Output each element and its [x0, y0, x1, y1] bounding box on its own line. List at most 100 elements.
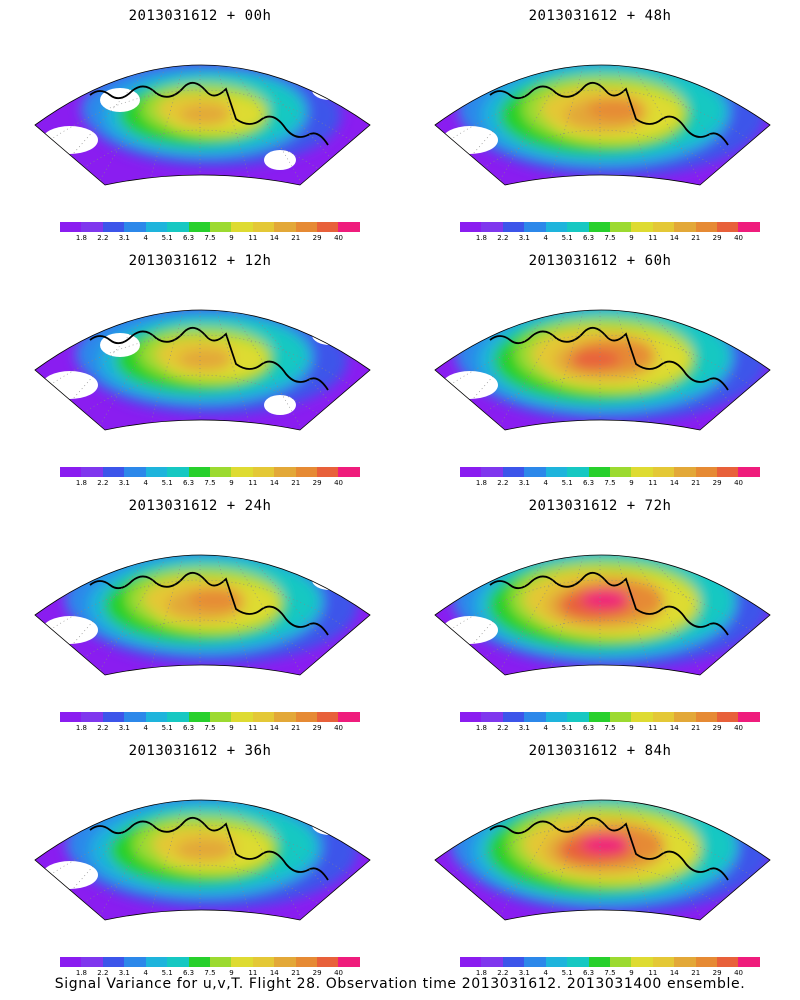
colorbar-tick-label: 1.8 — [75, 969, 87, 977]
colorbar-swatch — [252, 467, 275, 477]
colorbar-tick-label: 29 — [712, 969, 722, 977]
variance-contour-band — [179, 104, 231, 126]
colorbar-tick-label: 40 — [334, 234, 344, 242]
colorbar-swatch — [502, 712, 525, 722]
colorbar-tick-label: 5.1 — [161, 234, 173, 242]
variance-contour-band — [587, 97, 643, 121]
colorbar — [60, 467, 360, 477]
colorbar-swatch — [481, 222, 503, 232]
colorbar-swatch — [695, 467, 718, 477]
map-panel: 2013031612 + 60h 1.8 2.2 3.1 4 5.1 6.3 7.5 9 11 14… — [400, 245, 800, 490]
no-data-patch — [42, 861, 98, 889]
map-panel: 2013031612 + 24h 1.8 2.2 3.1 4 5.1 6.3 7.5 9 11 14… — [0, 490, 400, 735]
colorbar-tick-label: 5.1 — [161, 479, 173, 487]
colorbar-tick-label: 2.2 — [497, 724, 509, 732]
graticule — [449, 65, 751, 181]
colorbar-tick-label: 11 — [248, 724, 258, 732]
colorbar-tick-label: 14 — [269, 724, 279, 732]
colorbar-tick-label: 6.3 — [582, 724, 595, 732]
colorbar-tick-label: 29 — [312, 724, 322, 732]
colorbar-tick-label: 14 — [669, 724, 679, 732]
arctic-islands-coastline — [619, 800, 691, 805]
map-projection-outline — [34, 309, 371, 431]
colorbar-tick-label: 21 — [691, 479, 701, 487]
arctic-islands-coastline — [619, 65, 691, 70]
colorbar-tick-label: 2.2 — [97, 234, 109, 242]
colorbar-tick-label: 6.3 — [182, 234, 195, 242]
colorbar-tick-label: 7.5 — [604, 969, 616, 977]
coastline — [89, 326, 329, 391]
colorbar-swatch — [652, 467, 675, 477]
colorbar-swatch — [60, 957, 82, 967]
colorbar-swatch — [524, 222, 546, 232]
no-data-patch — [264, 150, 296, 170]
colorbar-swatch — [609, 222, 632, 232]
map-projection-outline — [434, 799, 771, 921]
graticule — [49, 310, 351, 426]
panel-title: 2013031612 + 00h — [128, 8, 272, 24]
colorbar — [60, 712, 360, 722]
colorbar-swatch — [252, 712, 275, 722]
map-projection-outline — [434, 309, 771, 431]
colorbar-swatch — [588, 712, 610, 722]
colorbar-swatch — [81, 222, 103, 232]
colorbar-tick-label: 1.8 — [75, 234, 87, 242]
arctic-islands-coastline — [219, 555, 291, 560]
colorbar-tick-label: 40 — [334, 479, 344, 487]
coastline — [489, 816, 729, 881]
colorbar-swatch — [102, 467, 125, 477]
colorbar-swatch — [524, 467, 546, 477]
colorbar-swatch — [295, 957, 318, 967]
colorbar-swatch — [631, 467, 653, 477]
colorbar-swatch — [209, 467, 232, 477]
colorbar-swatch — [145, 222, 168, 232]
colorbar-tick-label: 11 — [248, 234, 258, 242]
colorbar-tick-labels: 1.8 2.2 3.1 4 5.1 6.3 7.5 9 11 14 21 29 40 — [60, 724, 360, 734]
colorbar-tick-label: 4 — [143, 479, 148, 487]
colorbar-swatch — [338, 222, 360, 232]
colorbar-tick-labels: 1.8 2.2 3.1 4 5.1 6.3 7.5 9 11 14 21 29 40 — [460, 724, 760, 734]
colorbar-tick-label: 1.8 — [75, 479, 87, 487]
colorbar-swatch — [460, 467, 482, 477]
colorbar-swatch — [209, 222, 232, 232]
colorbar-tick-label: 3.1 — [518, 479, 530, 487]
colorbar-swatch — [609, 957, 632, 967]
colorbar-swatch — [338, 467, 360, 477]
graticule — [449, 555, 751, 671]
colorbar-swatch — [717, 957, 739, 967]
coastline — [89, 571, 329, 636]
colorbar-tick-label: 4 — [143, 234, 148, 242]
no-data-patch — [442, 616, 498, 644]
colorbar-tick-label: 40 — [734, 234, 744, 242]
colorbar-tick-label: 6.3 — [582, 479, 595, 487]
colorbar-tick-label: 14 — [669, 234, 679, 242]
colorbar-tick-label: 7.5 — [604, 724, 616, 732]
colorbar-tick-label: 2.2 — [97, 969, 109, 977]
colorbar-tick-label: 14 — [669, 969, 679, 977]
colorbar-swatch — [481, 712, 503, 722]
no-data-patch — [312, 80, 348, 100]
variance-contour-band — [569, 349, 621, 371]
map-panel: 2013031612 + 36h 1.8 2.2 3.1 4 5.1 6.3 7.5 9 11 14… — [0, 735, 400, 980]
colorbar-tick-label: 7.5 — [204, 969, 216, 977]
colorbar-swatch — [695, 957, 718, 967]
colorbar-swatch — [481, 957, 503, 967]
colorbar-tick-label: 11 — [248, 969, 258, 977]
coastline — [89, 816, 329, 881]
colorbar-tick-label: 29 — [312, 234, 322, 242]
colorbar-swatch — [274, 222, 296, 232]
colorbar-tick-label: 29 — [712, 479, 722, 487]
colorbar-swatch — [295, 222, 318, 232]
colorbar-swatch — [460, 712, 482, 722]
colorbar-tick-labels: 1.8 2.2 3.1 4 5.1 6.3 7.5 9 11 14 21 29 40 — [460, 969, 760, 979]
map-panel: 2013031612 + 84h 1.8 2.2 3.1 4 5.1 6.3 7.5 9 11 14… — [400, 735, 800, 980]
panel-title: 2013031612 + 72h — [528, 498, 672, 514]
colorbar-swatch — [145, 957, 168, 967]
colorbar-swatch — [338, 712, 360, 722]
colorbar-swatch — [695, 712, 718, 722]
colorbar — [460, 712, 760, 722]
colorbar-swatch — [695, 222, 718, 232]
colorbar-swatch — [588, 957, 610, 967]
map-projection-outline — [434, 554, 771, 676]
variance-map — [434, 64, 771, 186]
